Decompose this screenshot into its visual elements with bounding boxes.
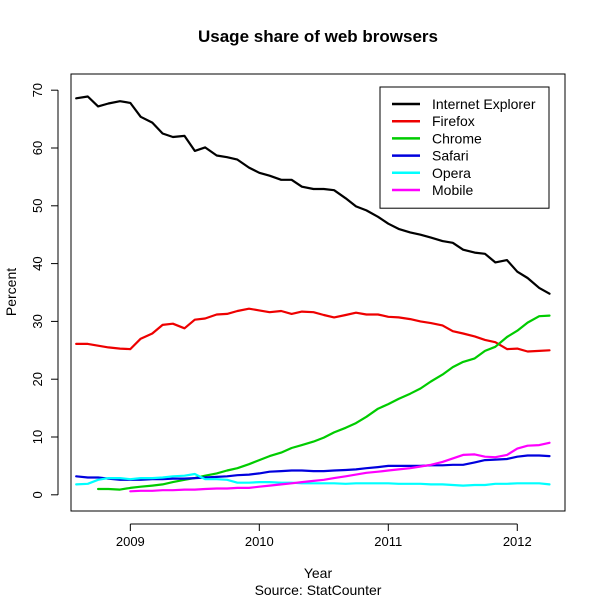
x-tick-label: 2012 (503, 534, 532, 549)
y-tick-label: 10 (30, 430, 45, 444)
y-tick-label: 60 (30, 141, 45, 155)
series-line-safari (75, 454, 551, 481)
y-axis: 0 10 20 30 40 50 60 70 (30, 83, 59, 498)
y-tick-label: 0 (30, 491, 45, 498)
y-tick-label: 40 (30, 256, 45, 270)
y-axis-label: Percent (3, 268, 19, 316)
x-tick-label: 2010 (245, 534, 274, 549)
x-axis-label: Year (304, 565, 333, 581)
legend-label-safari: Safari (432, 148, 469, 164)
legend-label-chrome: Chrome (432, 130, 482, 146)
x-tick-label: 2011 (374, 534, 402, 549)
y-tick-label: 50 (30, 199, 45, 213)
series-line-opera (75, 472, 551, 487)
legend-label-firefox: Firefox (432, 113, 475, 129)
legend-label-mobile: Mobile (432, 182, 473, 198)
y-tick-label: 70 (30, 83, 45, 97)
legend-box (379, 86, 550, 209)
x-tick-label: 2009 (116, 534, 145, 549)
series-line-mobile (129, 441, 551, 493)
chart-title: Usage share of web browsers (198, 27, 438, 46)
series-lines (75, 95, 551, 493)
legend-label-opera: Opera (432, 165, 471, 181)
plot-frame (70, 73, 566, 512)
y-tick-label: 20 (30, 372, 45, 386)
series-line-firefox (75, 307, 551, 353)
series-line-internet-explorer (75, 95, 551, 295)
x-axis: 2009 2010 2011 2012 (116, 523, 532, 549)
legend-label-internet-explorer: Internet Explorer (432, 96, 536, 112)
source-caption: Source: StatCounter (255, 582, 382, 598)
y-tick-label: 30 (30, 314, 45, 328)
series-line-chrome (96, 314, 551, 491)
